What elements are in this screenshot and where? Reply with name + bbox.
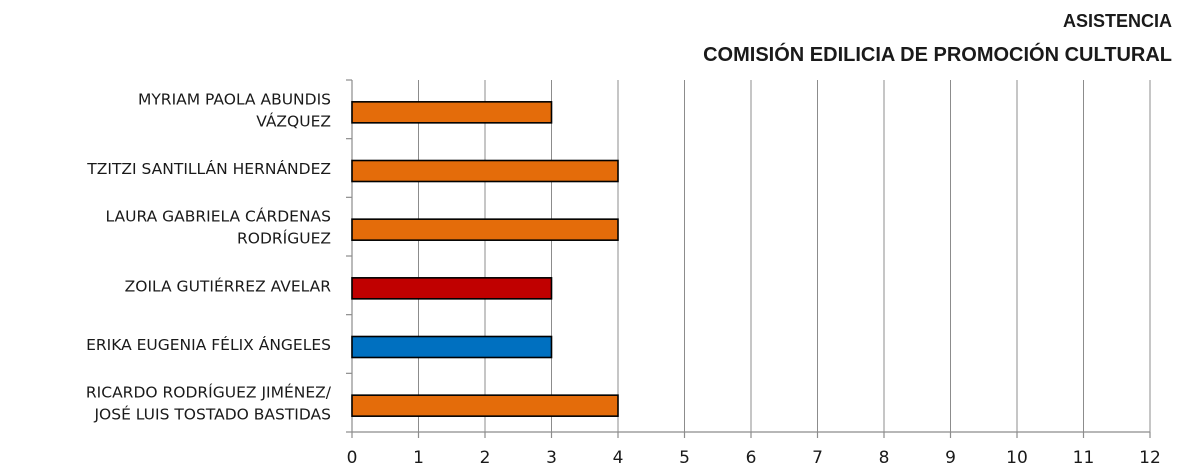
x-tick-label-7: 7 bbox=[812, 448, 823, 468]
category-label-3: LAURA GABRIELA CÁRDENAS RODRÍGUEZ bbox=[106, 207, 331, 248]
category-label-6: RICARDO RODRÍGUEZ JIMÉNEZ/JOSÉ LUIS TOST… bbox=[86, 383, 332, 424]
category-label-3-line-2: RODRÍGUEZ bbox=[237, 229, 331, 248]
axes bbox=[346, 79, 1151, 438]
category-label-5: ERIKA EUGENIA FÉLIX ÁNGELES bbox=[86, 335, 331, 354]
category-label-1-line-1: MYRIAM PAOLA ABUNDIS bbox=[138, 90, 331, 108]
category-label-1: MYRIAM PAOLA ABUNDIS VÁZQUEZ bbox=[138, 90, 331, 130]
x-tick-label-2: 2 bbox=[480, 448, 491, 468]
x-tick-label-4: 4 bbox=[613, 448, 624, 468]
x-tick-label-3: 3 bbox=[546, 448, 557, 468]
x-tick-label-0: 0 bbox=[347, 448, 358, 468]
chart-title-line-1: ASISTENCIA bbox=[1063, 11, 1172, 31]
bar-6 bbox=[351, 394, 619, 417]
x-tick-label-9: 9 bbox=[945, 448, 956, 468]
category-label-2-line-1: TZITZI SANTILLÁN HERNÁNDEZ bbox=[86, 159, 331, 178]
bar-3 bbox=[351, 218, 619, 241]
x-tick-label-5: 5 bbox=[679, 448, 690, 468]
category-label-3-line-1: LAURA GABRIELA CÁRDENAS bbox=[106, 207, 331, 226]
bar-5 bbox=[351, 335, 553, 359]
bar-2 bbox=[351, 159, 619, 183]
category-labels: MYRIAM PAOLA ABUNDIS VÁZQUEZ TZITZI SANTIL… bbox=[86, 90, 332, 423]
x-tick-label-10: 10 bbox=[1006, 448, 1028, 468]
category-label-5-line-1: ERIKA EUGENIA FÉLIX ÁNGELES bbox=[86, 335, 331, 354]
x-tick-label-6: 6 bbox=[746, 448, 757, 468]
bars bbox=[351, 101, 619, 417]
x-tick-label-1: 1 bbox=[413, 448, 424, 468]
category-label-4-line-1: ZOILA GUTIÉRREZ AVELAR bbox=[125, 276, 332, 295]
x-tick-label-8: 8 bbox=[879, 448, 890, 468]
bar-4 bbox=[351, 277, 553, 300]
x-tick-label-12: 12 bbox=[1139, 448, 1161, 468]
category-label-6-line-2: JOSÉ LUIS TOSTADO BASTIDAS bbox=[93, 405, 331, 424]
category-label-4: ZOILA GUTIÉRREZ AVELAR bbox=[125, 276, 332, 295]
x-tick-labels: 0 1 2 3 4 5 6 7 8 9 10 11 12 bbox=[347, 448, 1161, 468]
category-label-1-line-2: VÁZQUEZ bbox=[256, 111, 331, 130]
chart-title: ASISTENCIA COMISIÓN EDILICIA DE PROMOCIÓN… bbox=[703, 11, 1172, 66]
chart-title-line-2: COMISIÓN EDILICIA DE PROMOCIÓN CULTURAL bbox=[703, 42, 1172, 66]
vertical-gridlines bbox=[418, 80, 1151, 432]
category-label-6-line-1: RICARDO RODRÍGUEZ JIMÉNEZ/ bbox=[86, 383, 332, 402]
bar-1 bbox=[351, 101, 553, 124]
x-tick-label-11: 11 bbox=[1073, 448, 1095, 468]
category-label-2: TZITZI SANTILLÁN HERNÁNDEZ bbox=[86, 159, 331, 178]
